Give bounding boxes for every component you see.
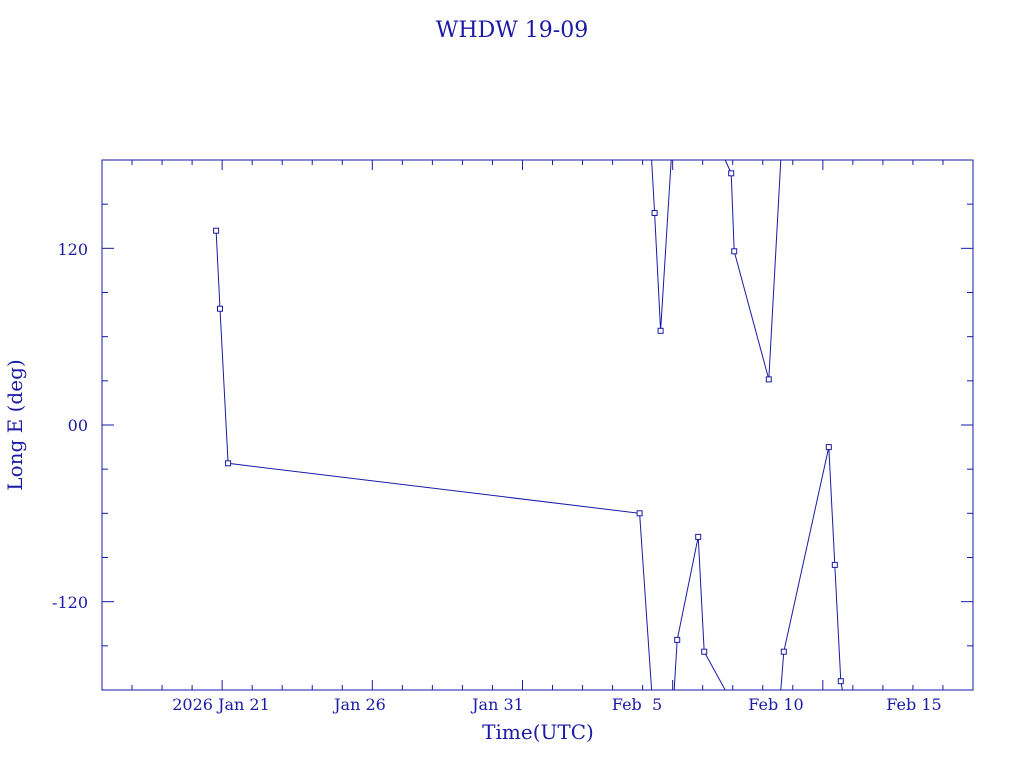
data-point-1-1 bbox=[213, 227, 220, 234]
data-point-5-4 bbox=[831, 561, 838, 568]
y-axis-label: Long E (deg) bbox=[3, 359, 27, 490]
series-layer bbox=[213, 159, 844, 691]
data-point-4-4 bbox=[765, 376, 772, 383]
data-point-5-5 bbox=[837, 678, 844, 685]
data-point-3-3 bbox=[695, 533, 702, 540]
data-point-2-3 bbox=[657, 327, 664, 334]
x-tick-label-feb-5: Feb 5 bbox=[612, 695, 662, 714]
data-point-5-3 bbox=[825, 444, 832, 451]
data-point-3-2 bbox=[674, 636, 681, 643]
x-tick-label-feb-15: Feb 15 bbox=[886, 695, 941, 714]
axis-ticks bbox=[102, 160, 973, 690]
y-tick-label-minus-120: -120 bbox=[52, 593, 88, 612]
x-tick-label-jan-21: 2026 Jan 21 bbox=[172, 695, 270, 714]
series-line-4 bbox=[724, 159, 782, 380]
x-tick-label-feb-10: Feb 10 bbox=[748, 695, 803, 714]
y-tick-label-0: 00 bbox=[68, 416, 88, 435]
x-tick-label-jan-31: Jan 31 bbox=[470, 695, 524, 714]
series-line-2 bbox=[651, 159, 672, 331]
data-point-1-3 bbox=[225, 460, 232, 467]
plot-area-frame bbox=[101, 159, 974, 691]
data-point-1-2 bbox=[217, 305, 223, 312]
x-tick-label-jan-26: Jan 26 bbox=[332, 695, 386, 714]
data-point-5-2 bbox=[780, 648, 787, 655]
chart-title: WHDW 19-09 bbox=[436, 18, 588, 43]
series-line-5 bbox=[780, 446, 843, 691]
data-point-4-2 bbox=[728, 170, 735, 177]
data-point-3-4 bbox=[701, 648, 708, 655]
data-point-2-2 bbox=[651, 210, 658, 216]
series-line-3 bbox=[673, 536, 726, 691]
y-tick-label-120: 120 bbox=[57, 240, 88, 259]
series-line-1 bbox=[215, 230, 653, 691]
data-point-1-4 bbox=[636, 510, 643, 517]
data-point-4-3 bbox=[731, 248, 738, 255]
x-axis-label: Time(UTC) bbox=[482, 720, 594, 744]
